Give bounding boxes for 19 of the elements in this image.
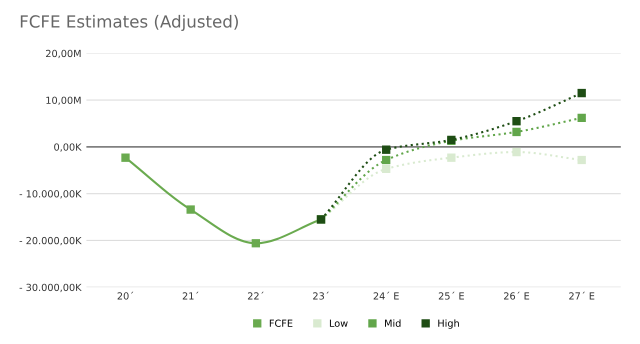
x-tick-label: 25´ E [438,292,464,300]
x-tick-label: 27´ E [569,292,594,300]
y-tick-label: - 20.000,00K [20,236,82,246]
chart-title: FCFE Estimates (Adjusted) [20,14,238,31]
legend-label: Low [330,320,348,327]
y-tick-label: - 30.000,00K [20,284,82,292]
legend-label: FCFE [270,320,292,327]
x-tick-label: 21´ [182,292,198,300]
y-tick-label: 20,00M [46,50,81,58]
x-tick-label: 23´ [313,292,329,300]
y-tick-label: - 10.000,00K [20,190,82,198]
y-tick-label: 0,00K [54,143,82,152]
x-tick-label: 26´ E [504,292,530,300]
legend-label: Mid [385,319,400,327]
x-tick-label: 22´ [248,292,264,300]
y-tick-label: 10,00M [46,96,81,105]
x-tick-label: 24´ E [374,292,399,300]
legend-label: High [438,319,459,329]
x-tick-label: 20´ [118,292,134,300]
